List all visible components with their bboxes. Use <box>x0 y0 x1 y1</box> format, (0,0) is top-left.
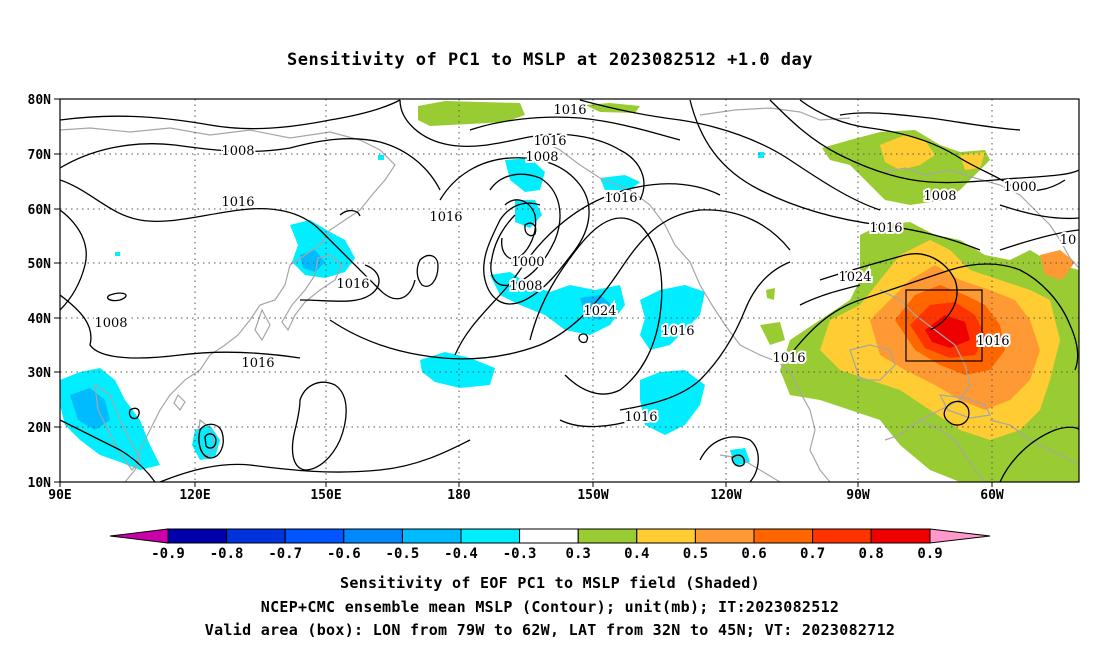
colorbar-swatch <box>460 528 521 544</box>
colorbar-label: 0.8 <box>859 546 884 562</box>
colorbar-swatch <box>401 528 462 544</box>
latitude-labels: 80N 70N 60N 50N 40N 30N 20N 10N <box>28 93 52 491</box>
colorbar-min-arrow <box>109 528 169 544</box>
contour-label: 1000 <box>1003 180 1036 195</box>
coastlines <box>60 107 1079 482</box>
contour-label: 1024 <box>838 270 871 285</box>
colorbar-swatch <box>753 528 814 544</box>
lon-label: 120E <box>179 488 210 503</box>
contour-label: 1024 <box>583 304 616 319</box>
contour-label: 1016 <box>772 351 805 366</box>
colorbar-swatch <box>519 528 579 544</box>
contour-label: 10 <box>1060 233 1077 248</box>
longitude-labels: 90E 120E 150E 180 150W 120W 90W 60W <box>48 488 1004 503</box>
colorbar-max-arrow <box>929 528 991 544</box>
chart-title: Sensitivity of PC1 to MSLP at 2023082512… <box>286 50 813 70</box>
colorbar-label: 0.3 <box>566 546 591 562</box>
colorbar-label: -0.8 <box>210 546 244 562</box>
contour-label: 1016 <box>336 277 369 292</box>
contour-label: 1016 <box>429 210 462 225</box>
contour-label: 1016 <box>533 134 566 149</box>
colorbar-swatch <box>694 528 755 544</box>
contour-label: 1008 <box>923 189 956 204</box>
contour-label: 1016 <box>624 410 657 425</box>
colorbar-label: 0.4 <box>624 546 649 562</box>
colorbar-label: 0.9 <box>917 546 942 562</box>
lon-label: 120W <box>710 488 741 503</box>
mslp-contours <box>60 99 1079 482</box>
graticule <box>60 99 1079 482</box>
lat-label: 50N <box>28 257 52 272</box>
contour-label: 1016 <box>221 195 254 210</box>
contour-label: 1008 <box>221 144 254 159</box>
lon-label: 60W <box>980 488 1004 503</box>
lon-label: 180 <box>447 488 471 503</box>
lat-label: 60N <box>28 203 52 218</box>
contour-label: 1016 <box>661 324 694 339</box>
lat-label: 40N <box>28 312 52 327</box>
lon-label: 90W <box>846 488 870 503</box>
contour-label: 1008 <box>525 150 558 165</box>
lon-label: 90E <box>48 488 71 503</box>
lon-label: 150W <box>577 488 608 503</box>
colorbar-label: -0.3 <box>503 546 537 562</box>
colorbar-label: 0.7 <box>800 546 825 562</box>
colorbar-label: -0.7 <box>268 546 302 562</box>
colorbar-swatch <box>343 528 403 544</box>
colorbar-swatch <box>812 528 872 544</box>
lat-label: 30N <box>28 366 52 381</box>
colorbar-labels: -0.9 -0.8 -0.7 -0.6 -0.5 -0.4 -0.3 0.3 0… <box>151 546 943 562</box>
contour-label: 1016 <box>604 191 637 206</box>
colorbar-swatch <box>167 528 228 544</box>
plot-border <box>59 98 1080 483</box>
contour-label: 1008 <box>509 279 542 294</box>
contour-label: 1016 <box>241 356 274 371</box>
colorbar-label: 0.6 <box>741 546 766 562</box>
colorbar-label: 0.5 <box>683 546 708 562</box>
footer-line-3: Valid area (box): LON from 79W to 62W, L… <box>204 621 896 639</box>
contour-label: 1016 <box>869 221 902 236</box>
colorbar-swatch <box>284 528 345 544</box>
colorbar-swatch <box>226 528 286 544</box>
axis-ticks <box>54 98 993 487</box>
colorbar-swatch <box>636 528 696 544</box>
lat-label: 10N <box>28 476 52 491</box>
contour-labels: 1016 1016 1008 1008 1016 1016 1016 1008 … <box>92 101 1078 427</box>
contour-label: 1016 <box>976 334 1009 349</box>
lon-label: 150E <box>310 488 341 503</box>
lat-label: 70N <box>28 148 52 163</box>
contour-label: 1008 <box>94 316 127 331</box>
colorbar-swatch <box>870 528 931 544</box>
valid-area-box <box>905 289 983 362</box>
colorbar-label: -0.9 <box>151 546 185 562</box>
contour-label: 1000 <box>511 255 544 270</box>
lat-label: 20N <box>28 421 52 436</box>
colorbar-label: -0.4 <box>444 546 478 562</box>
footer-line-2: NCEP+CMC ensemble mean MSLP (Contour); u… <box>260 598 840 616</box>
contour-label: 1016 <box>553 103 586 118</box>
colorbar-swatch <box>577 528 638 544</box>
shaded-sensitivity-field <box>60 101 1079 482</box>
colorbar-label: -0.6 <box>327 546 361 562</box>
colorbar <box>109 528 991 544</box>
colorbar-label: -0.5 <box>386 546 420 562</box>
lat-label: 80N <box>28 93 52 108</box>
footer-line-1: Sensitivity of EOF PC1 to MSLP field (Sh… <box>340 574 760 592</box>
